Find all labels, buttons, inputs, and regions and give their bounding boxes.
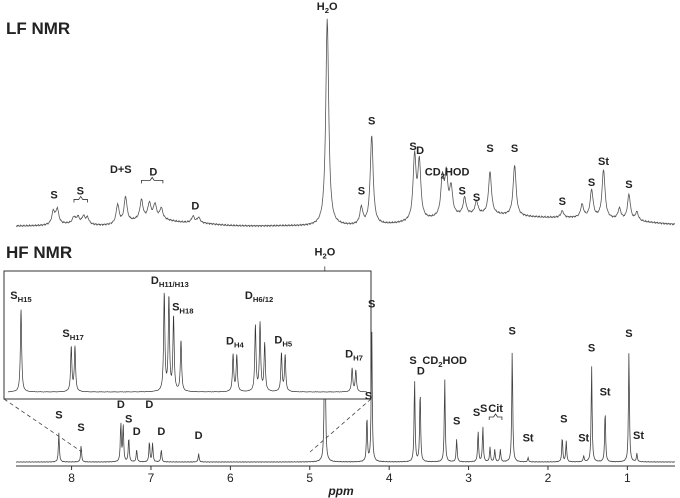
hf-peak-label: S xyxy=(473,407,480,419)
hf-title: HF NMR xyxy=(6,243,72,262)
lf-peak-label: S xyxy=(588,177,595,189)
lf-spectrum-line xyxy=(15,18,676,228)
lf-peak-label: S xyxy=(459,185,466,197)
inset-peak-label: SH17 xyxy=(62,328,83,342)
inset-peak-label: SH15 xyxy=(10,290,32,304)
inset-peak-label: DH6/12 xyxy=(245,290,273,304)
inset-box xyxy=(3,270,372,400)
lf-title: LF NMR xyxy=(6,19,70,38)
water-label-hf: H2O xyxy=(315,246,336,260)
water-label-lf: H2O xyxy=(317,1,338,15)
hf-peak-label: S xyxy=(453,416,460,428)
lf-peak-label: D xyxy=(149,166,157,178)
inset-peak-label: SH18 xyxy=(172,302,194,316)
bracket xyxy=(488,413,503,421)
inset-peak-label: DH5 xyxy=(274,335,293,349)
inset-spectrum-line xyxy=(7,292,368,393)
x-axis-label: ppm xyxy=(327,484,354,498)
hf-peak-label: S xyxy=(365,391,372,403)
lf-peak-label: S xyxy=(77,185,84,197)
cd2hod-label-hf: CD2HOD xyxy=(422,355,467,369)
inset-peak-label: DH4 xyxy=(226,336,245,350)
hf-peak-label: S xyxy=(55,409,62,421)
inset-peak-label: DH7 xyxy=(345,348,363,362)
hf-peak-label: S xyxy=(560,414,567,426)
hf-peak-label: D xyxy=(117,399,125,411)
hf-peak-label: D xyxy=(145,399,153,411)
hf-peak-label: St xyxy=(523,432,534,444)
lf-peak-label: S xyxy=(409,141,416,153)
lf-peak-label: S xyxy=(473,192,480,204)
hf-peak-label: D xyxy=(157,426,165,438)
hf-peak-label: S xyxy=(125,414,132,426)
x-tick-label: 2 xyxy=(545,471,552,485)
lf-peak-label: St xyxy=(598,156,609,168)
x-tick-label: 3 xyxy=(465,471,472,485)
x-tick-label: 7 xyxy=(148,471,155,485)
lf-peak-label: D+S xyxy=(110,164,132,176)
hf-peak-label: D xyxy=(133,426,141,438)
hf-peak-label: S xyxy=(480,403,487,415)
hf-peak-label: S xyxy=(368,299,375,311)
lf-peak-label: S xyxy=(358,185,365,197)
hf-peak-label: D xyxy=(417,365,425,377)
x-tick-label: 1 xyxy=(624,471,631,485)
zoom-line-left xyxy=(3,398,83,453)
lf-peak-label: S xyxy=(625,179,632,191)
cd2hod-label-lf: CD2HOD xyxy=(425,166,470,180)
bracket xyxy=(73,195,88,203)
hf-peak-label: Cit xyxy=(488,403,503,415)
lf-peak-label: D xyxy=(191,200,199,212)
hf-peak-label: D xyxy=(195,430,203,442)
lf-peak-label: S xyxy=(559,196,566,208)
hf-peak-label: St xyxy=(600,386,611,398)
lf-peak-label: S xyxy=(486,143,493,155)
hf-peak-label: S xyxy=(409,355,416,367)
hf-peak-label: St xyxy=(633,430,644,442)
x-ticks: 8 7 6 5 4 3 2 1 xyxy=(68,466,631,485)
x-tick-label: 6 xyxy=(227,471,234,485)
hf-peak-label: S xyxy=(509,326,516,338)
inset-peak-label: DH11/H13 xyxy=(151,275,189,289)
hf-peak-label: S xyxy=(77,422,84,434)
zoom-line-right xyxy=(309,398,372,453)
hf-peak-label: S xyxy=(588,342,595,354)
lf-peak-label: S xyxy=(50,190,57,202)
hf-peak-label: S xyxy=(625,328,632,340)
hf-peak-label: St xyxy=(578,432,589,444)
x-tick-label: 8 xyxy=(68,471,75,485)
lf-peak-label: D xyxy=(416,145,424,157)
lf-peak-label: S xyxy=(368,116,375,128)
lf-peak-label: S xyxy=(511,143,518,155)
x-tick-label: 5 xyxy=(306,471,313,485)
hf-spectrum-line xyxy=(15,266,676,463)
x-tick-label: 4 xyxy=(386,471,393,485)
bracket xyxy=(141,176,164,184)
